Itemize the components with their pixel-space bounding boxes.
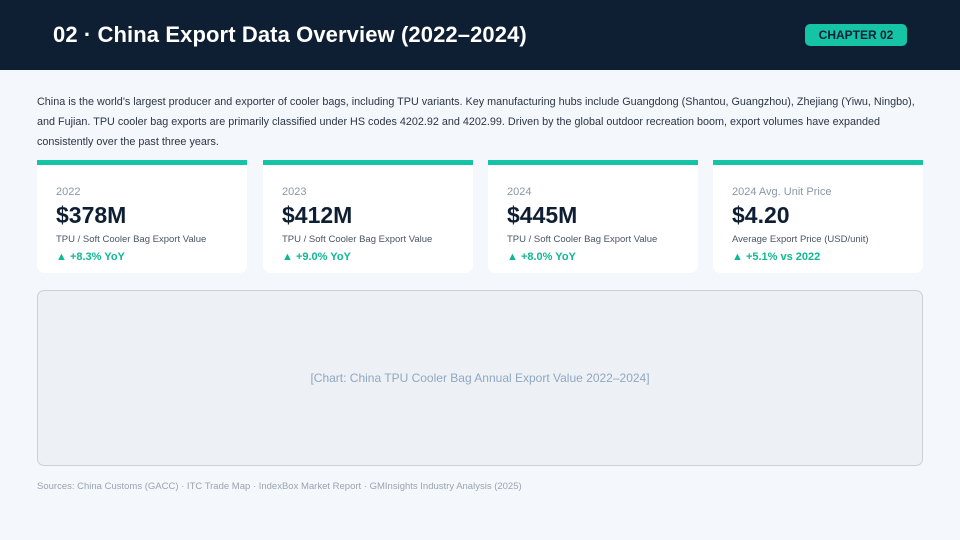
card-description: TPU / Soft Cooler Bag Export Value bbox=[507, 234, 658, 245]
card-label: 2022 bbox=[56, 186, 81, 198]
chart-placeholder: [Chart: China TPU Cooler Bag Annual Expo… bbox=[37, 290, 923, 466]
card-change: ▲ +8.0% YoY bbox=[507, 251, 576, 263]
stat-card-2023: 2023 $412M TPU / Soft Cooler Bag Export … bbox=[263, 160, 473, 273]
card-description: TPU / Soft Cooler Bag Export Value bbox=[282, 234, 433, 245]
sources-footnote: Sources: China Customs (GACC) · ITC Trad… bbox=[37, 481, 522, 492]
header-bar: 02 · China Export Data Overview (2022–20… bbox=[0, 0, 960, 70]
chart-placeholder-label: [Chart: China TPU Cooler Bag Annual Expo… bbox=[310, 371, 650, 385]
card-value: $445M bbox=[507, 202, 578, 228]
card-value: $412M bbox=[282, 202, 353, 228]
card-label: 2024 bbox=[507, 186, 532, 198]
stat-card-unit-price: 2024 Avg. Unit Price $4.20 Average Expor… bbox=[713, 160, 923, 273]
card-label: 2023 bbox=[282, 186, 307, 198]
card-value: $4.20 bbox=[732, 202, 790, 228]
card-change: ▲ +9.0% YoY bbox=[282, 251, 351, 263]
stat-card-2024: 2024 $445M TPU / Soft Cooler Bag Export … bbox=[488, 160, 698, 273]
card-change: ▲ +5.1% vs 2022 bbox=[732, 251, 821, 263]
page-title: 02 · China Export Data Overview (2022–20… bbox=[53, 22, 527, 47]
card-description: TPU / Soft Cooler Bag Export Value bbox=[56, 234, 207, 245]
card-description: Average Export Price (USD/unit) bbox=[732, 234, 869, 245]
card-change: ▲ +8.3% YoY bbox=[56, 251, 125, 263]
intro-paragraph: China is the world's largest producer an… bbox=[37, 96, 915, 148]
stat-card-2022: 2022 $378M TPU / Soft Cooler Bag Export … bbox=[37, 160, 247, 273]
card-value: $378M bbox=[56, 202, 127, 228]
chapter-badge: CHAPTER 02 bbox=[805, 24, 907, 46]
card-label: 2024 Avg. Unit Price bbox=[732, 186, 832, 198]
